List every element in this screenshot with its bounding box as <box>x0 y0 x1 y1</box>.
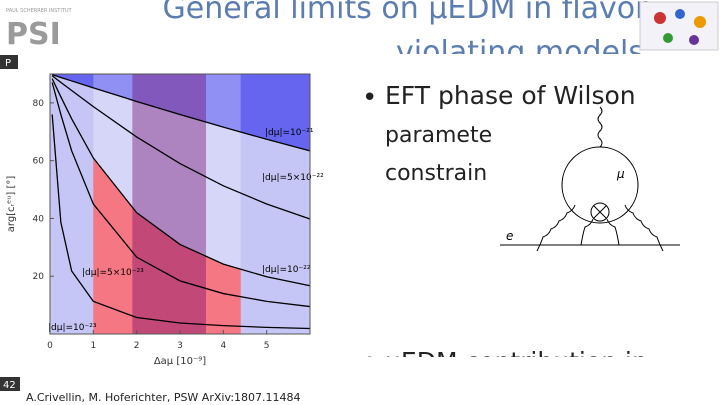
x-tick-label: 4 <box>220 341 226 351</box>
curve-label: |dμ|=10⁻²² <box>262 265 311 275</box>
bullet-text: paramete <box>385 123 492 148</box>
page-number: 42 <box>3 380 16 391</box>
curve <box>51 78 311 287</box>
y-tick-label: 40 <box>33 214 45 224</box>
side-tab <box>0 55 18 69</box>
x-tick-label: 0 <box>47 341 53 351</box>
curve <box>51 73 311 152</box>
institute: PAUL SCHERRER INSTITUT <box>6 8 73 14</box>
side-tab-label: P <box>5 58 11 69</box>
title: General limits on μEDM in flavor <box>163 0 649 26</box>
upper-region <box>52 74 311 151</box>
y-tick-label: 20 <box>33 272 45 282</box>
band <box>93 74 241 334</box>
x-tick-label: 2 <box>134 341 140 351</box>
x-tick-label: 5 <box>264 341 270 351</box>
logos <box>639 1 719 51</box>
curve <box>51 114 311 330</box>
curve <box>51 75 311 220</box>
plot: |dμ|=10⁻²¹ |dμ|=5×10⁻²² |dμ|=10⁻²² |dμ|=5×1… <box>6 73 324 367</box>
lower-region <box>93 158 241 334</box>
curve-label: |dμ|=5×10⁻²³ <box>82 268 144 278</box>
x-axis-label: Δaμ [10⁻⁹] <box>154 356 206 367</box>
bullet-text: μEDM contribution in <box>385 347 648 376</box>
diagram-label: e <box>506 229 513 243</box>
page-box <box>0 377 20 391</box>
curve-label: |dμ|=10⁻²³ <box>48 323 97 333</box>
title: violating models <box>396 35 644 70</box>
curve <box>51 82 311 308</box>
logo: PSI <box>6 17 61 52</box>
bullet: • <box>362 347 377 377</box>
x-tick-label: 1 <box>90 341 96 351</box>
x-tick-label: 3 <box>177 341 183 351</box>
y-tick-label: 80 <box>33 99 45 109</box>
citation: A.Crivellin, M. Hoferichter, PSW ArXiv:1… <box>26 391 301 404</box>
y-axis-label: arg[cᵣᵉᵘ] [°] <box>6 176 17 233</box>
bullet-text: EFT phase of Wilson <box>385 81 636 110</box>
bullet-text: constrain <box>385 161 487 186</box>
y-tick-label: 60 <box>33 157 45 167</box>
feynman-diagram <box>500 106 680 252</box>
curve-label: |dμ|=10⁻²¹ <box>265 128 314 138</box>
band <box>132 74 206 334</box>
curve-label: |dμ|=5×10⁻²² <box>262 173 324 183</box>
bullet: • <box>362 83 377 113</box>
diagram-label: μ <box>616 167 625 181</box>
